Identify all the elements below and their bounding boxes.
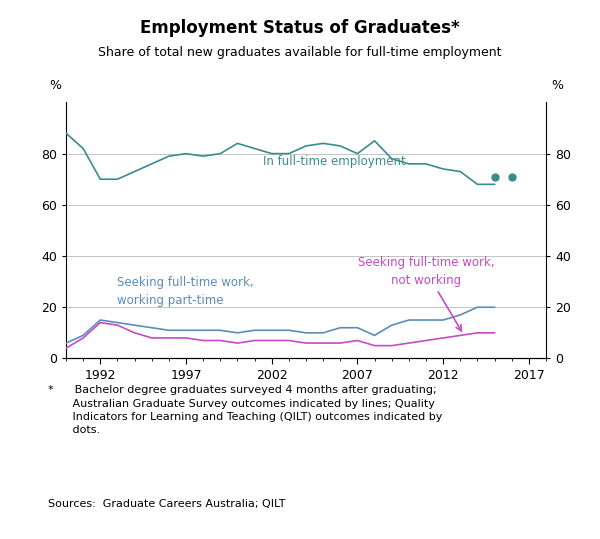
Text: Sources:  Graduate Careers Australia; QILT: Sources: Graduate Careers Australia; QIL… — [48, 499, 286, 509]
Text: %: % — [49, 79, 61, 92]
Text: Employment Status of Graduates*: Employment Status of Graduates* — [140, 19, 460, 37]
Text: Seeking full-time work,
working part-time: Seeking full-time work, working part-tim… — [118, 277, 254, 307]
Text: %: % — [551, 79, 563, 92]
Text: In full-time employment: In full-time employment — [263, 155, 406, 168]
Text: Share of total new graduates available for full-time employment: Share of total new graduates available f… — [98, 46, 502, 59]
Text: *      Bachelor degree graduates surveyed 4 months after graduating;
       Aust: * Bachelor degree graduates surveyed 4 m… — [48, 385, 442, 435]
Text: Seeking full-time work,
not working: Seeking full-time work, not working — [358, 255, 494, 331]
